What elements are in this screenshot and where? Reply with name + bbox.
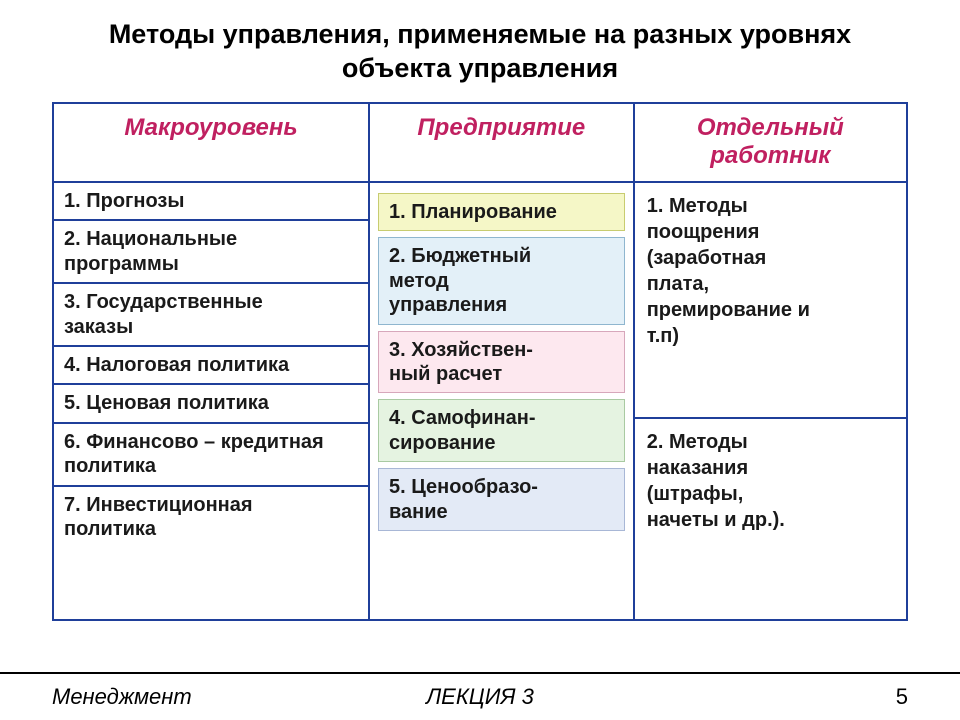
macro-item: 2. Национальные программы — [54, 221, 368, 284]
worker-item: 1. Методы поощрения (заработная плата, п… — [635, 183, 906, 419]
slide-footer: Менеджмент ЛЕКЦИЯ 3 5 — [0, 684, 960, 710]
column-header-worker: Отдельный работник — [634, 103, 907, 183]
macro-item: 7. Инвестиционная политика — [54, 487, 368, 548]
enterprise-cell: 1. Планирование 2. Бюджетный метод управл… — [369, 182, 634, 620]
enterprise-item: 1. Планирование — [378, 193, 625, 231]
macro-item: 6. Финансово – кредитная политика — [54, 424, 368, 487]
macro-item: 3. Государственные заказы — [54, 284, 368, 347]
macro-cell: 1. Прогнозы2. Национальные программы3. Г… — [53, 182, 369, 620]
methods-table: Макроуровень Предприятие Отдельный работ… — [52, 102, 908, 622]
slide: Методы управления, применяемые на разных… — [0, 0, 960, 720]
slide-title: Методы управления, применяемые на разных… — [0, 0, 960, 98]
macro-item: 5. Ценовая политика — [54, 385, 368, 423]
footer-middle: ЛЕКЦИЯ 3 — [337, 684, 622, 710]
column-header-macro: Макроуровень — [53, 103, 369, 183]
enterprise-item: 2. Бюджетный метод управления — [378, 237, 625, 324]
worker-item: 2. Методы наказания (штрафы, начеты и др… — [635, 419, 906, 619]
macro-item: 4. Налоговая политика — [54, 347, 368, 385]
enterprise-item: 3. Хозяйствен- ный расчет — [378, 331, 625, 394]
table-wrapper: Макроуровень Предприятие Отдельный работ… — [52, 102, 908, 622]
column-header-enterprise: Предприятие — [369, 103, 634, 183]
enterprise-item: 5. Ценообразо- вание — [378, 468, 625, 531]
footer-divider — [0, 672, 960, 674]
footer-right: 5 — [623, 684, 908, 710]
worker-cell: 1. Методы поощрения (заработная плата, п… — [634, 182, 907, 620]
enterprise-item: 4. Самофинан- сирование — [378, 399, 625, 462]
macro-item: 1. Прогнозы — [54, 183, 368, 221]
footer-left: Менеджмент — [52, 684, 337, 710]
